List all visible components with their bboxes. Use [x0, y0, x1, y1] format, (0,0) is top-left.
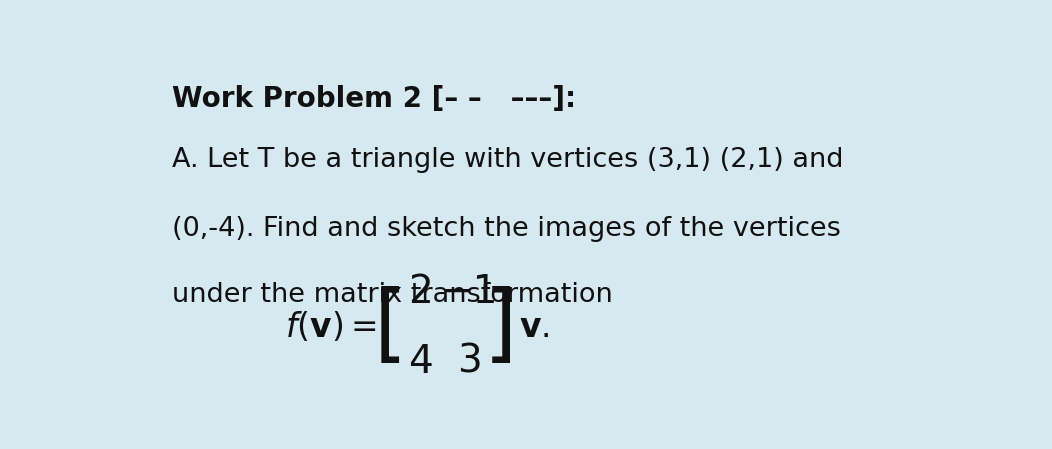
Text: −1: −1: [441, 273, 499, 312]
Text: Work Problem 2 [– –   –––]:: Work Problem 2 [– – –––]:: [173, 85, 576, 113]
Text: (0,-4). Find and sketch the images of the vertices: (0,-4). Find and sketch the images of th…: [173, 216, 842, 242]
Text: under the matrix transformation: under the matrix transformation: [173, 282, 613, 308]
Text: [: [: [375, 286, 407, 369]
Text: $\mathbf{v}.$: $\mathbf{v}.$: [519, 311, 549, 343]
Text: 4: 4: [408, 343, 433, 381]
Text: 3: 3: [458, 343, 482, 381]
Text: A. Let T be a triangle with vertices (3,1) (2,1) and: A. Let T be a triangle with vertices (3,…: [173, 147, 844, 173]
Text: $f(\mathbf{v})=$: $f(\mathbf{v})=$: [285, 310, 377, 344]
Text: 2: 2: [408, 273, 433, 312]
Text: ]: ]: [483, 286, 517, 369]
